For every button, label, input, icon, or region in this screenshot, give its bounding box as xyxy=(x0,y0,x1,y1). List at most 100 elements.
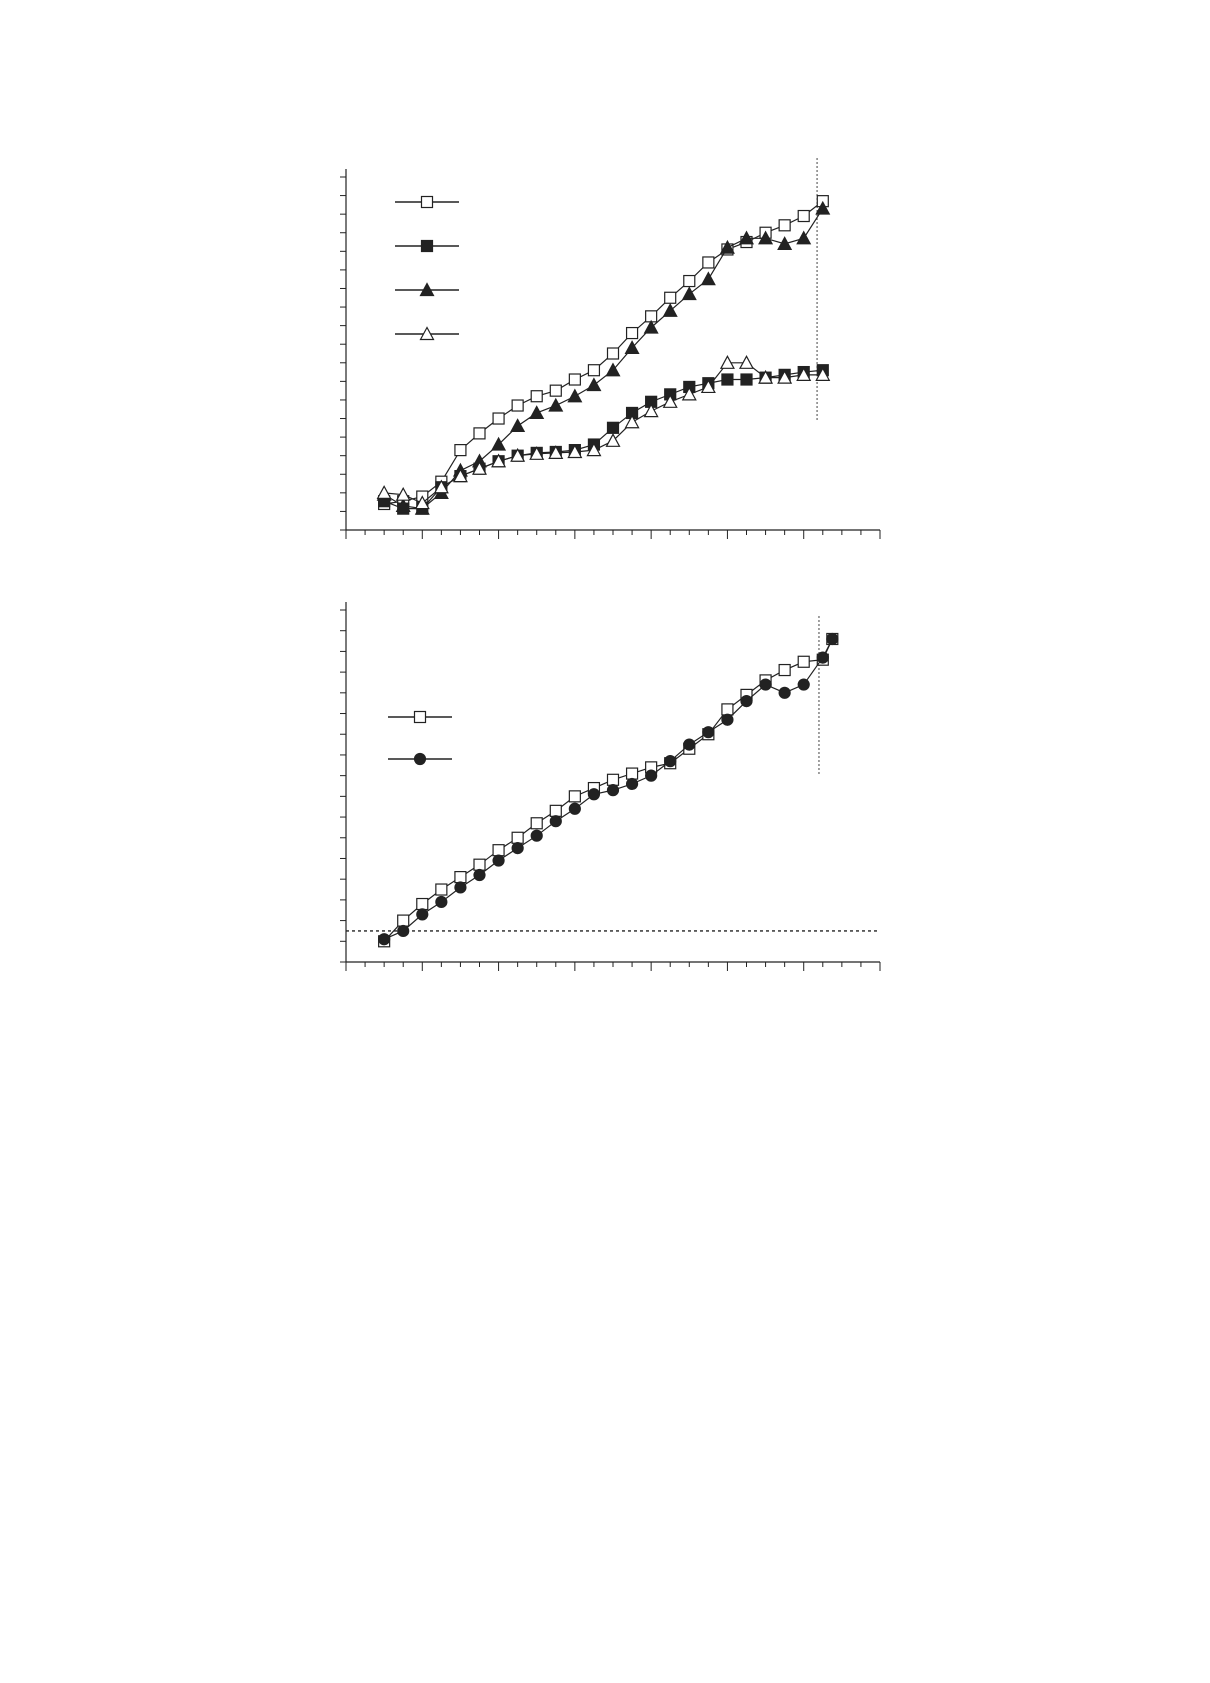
marker xyxy=(530,817,543,830)
marker xyxy=(491,453,507,468)
marker xyxy=(777,236,793,250)
marker xyxy=(454,881,467,894)
marker xyxy=(378,933,391,946)
marker xyxy=(530,390,543,403)
marker xyxy=(643,319,659,334)
marker xyxy=(738,355,755,369)
marker xyxy=(416,908,429,921)
legend-marker xyxy=(420,195,434,209)
marker xyxy=(568,373,581,386)
legend-marker xyxy=(413,752,427,766)
marker xyxy=(606,784,620,797)
marker xyxy=(662,303,678,317)
marker xyxy=(549,804,562,817)
marker xyxy=(473,427,486,440)
marker xyxy=(452,468,468,483)
marker xyxy=(625,767,639,780)
marker xyxy=(702,256,715,269)
marker xyxy=(738,230,755,245)
marker xyxy=(491,436,507,451)
marker xyxy=(700,271,716,286)
marker xyxy=(567,388,583,403)
marker xyxy=(721,703,734,716)
legend-marker xyxy=(420,239,434,253)
marker xyxy=(435,895,448,909)
marker xyxy=(683,274,696,288)
marker xyxy=(778,663,791,677)
marker xyxy=(568,790,581,803)
marker xyxy=(758,369,774,384)
marker xyxy=(510,447,526,462)
marker xyxy=(797,655,810,668)
marker xyxy=(645,769,658,782)
marker xyxy=(815,200,831,215)
series-line xyxy=(383,208,824,510)
marker xyxy=(549,815,562,828)
marker xyxy=(740,695,753,708)
marker xyxy=(511,842,524,855)
marker xyxy=(586,377,602,392)
marker xyxy=(530,829,543,842)
marker xyxy=(719,239,735,254)
marker xyxy=(529,446,545,460)
marker xyxy=(815,367,831,381)
marker xyxy=(587,364,601,377)
marker xyxy=(454,871,467,884)
marker xyxy=(473,858,486,871)
marker xyxy=(683,738,696,751)
marker xyxy=(492,412,505,425)
marker xyxy=(548,397,564,412)
marker xyxy=(759,678,772,691)
marker xyxy=(625,777,639,791)
marker xyxy=(796,367,812,381)
marker xyxy=(492,854,505,867)
marker xyxy=(624,414,640,429)
marker xyxy=(681,286,697,301)
marker xyxy=(416,897,429,911)
marker xyxy=(397,924,410,938)
marker xyxy=(433,479,449,494)
marker xyxy=(471,460,488,475)
marker xyxy=(625,326,639,340)
marker xyxy=(473,868,486,882)
marker xyxy=(395,486,411,501)
marker xyxy=(797,209,810,223)
marker xyxy=(397,914,410,927)
marker xyxy=(492,844,505,857)
marker xyxy=(796,230,812,245)
marker xyxy=(777,369,793,384)
marker xyxy=(606,421,620,434)
marker xyxy=(662,394,678,408)
marker xyxy=(414,495,430,510)
marker xyxy=(511,831,524,844)
marker xyxy=(511,399,524,412)
marker xyxy=(549,384,562,397)
marker xyxy=(376,485,392,499)
marker xyxy=(721,713,734,726)
marker xyxy=(740,373,753,386)
series-line xyxy=(383,369,823,510)
marker xyxy=(587,788,601,801)
marker xyxy=(548,445,564,459)
marker xyxy=(826,632,839,646)
marker xyxy=(395,498,411,512)
marker xyxy=(758,230,774,245)
marker xyxy=(435,883,448,896)
legend-marker xyxy=(419,326,435,341)
marker xyxy=(700,379,716,394)
marker xyxy=(721,373,734,386)
marker xyxy=(606,773,620,786)
marker xyxy=(454,444,467,457)
marker xyxy=(664,755,677,768)
marker xyxy=(778,686,791,699)
marker xyxy=(778,219,791,232)
marker xyxy=(797,678,810,691)
marker xyxy=(702,726,715,739)
marker xyxy=(643,403,659,418)
marker xyxy=(624,340,640,355)
marker xyxy=(605,433,621,447)
legend-marker xyxy=(413,710,427,724)
marker xyxy=(681,386,697,401)
marker xyxy=(568,802,581,815)
